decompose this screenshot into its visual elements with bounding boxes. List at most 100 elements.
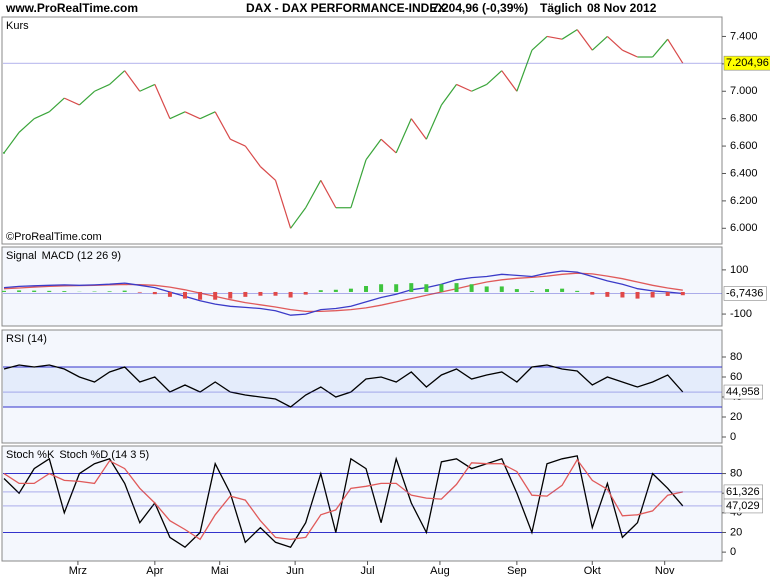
site-name: www.ProRealTime.com	[5, 1, 138, 15]
price-segment	[456, 83, 472, 92]
histogram-bar	[590, 291, 595, 295]
histogram-bar	[2, 290, 6, 292]
histogram-bar	[198, 291, 203, 300]
price-segment	[139, 83, 156, 92]
price-segment	[64, 97, 80, 106]
series-line	[3, 455, 684, 549]
price-segment	[425, 104, 442, 140]
chart-title: DAX - DAX PERFORMANCE-INDEX	[246, 1, 445, 15]
panel	[1, 246, 723, 327]
histogram-bar	[439, 284, 444, 292]
histogram-bar	[424, 284, 429, 292]
histogram-bar	[348, 288, 353, 292]
histogram-bar	[560, 288, 565, 292]
x-tick-label: Mrz	[69, 565, 87, 577]
watermark: ©ProRealTime.com	[6, 231, 102, 243]
histogram-bar	[409, 283, 414, 292]
price-segment	[169, 111, 186, 120]
y-tick-label: 80	[730, 351, 742, 363]
histogram-bar	[575, 290, 580, 292]
series-line	[3, 458, 683, 541]
histogram-bar	[107, 291, 112, 292]
x-tick-label: Nov	[655, 565, 675, 577]
histogram-bar	[32, 290, 37, 292]
histogram-bar	[650, 291, 655, 298]
price-segment	[3, 132, 20, 154]
x-tick-label: Sep	[507, 565, 527, 577]
price-segment	[350, 159, 367, 208]
last-value-box	[723, 384, 763, 400]
histogram-bar	[620, 291, 625, 298]
histogram-bar	[379, 284, 384, 292]
y-tick-label: 0	[730, 546, 736, 558]
price-segment	[380, 138, 397, 154]
histogram-bar	[152, 291, 157, 295]
price-segment	[230, 138, 246, 147]
price-segment	[109, 70, 126, 85]
price-segment	[410, 118, 427, 140]
price-segment	[124, 70, 141, 92]
series-line	[3, 364, 684, 408]
histogram-bar	[545, 289, 550, 292]
date: 08 Nov 2012	[587, 1, 657, 15]
series-line	[3, 270, 683, 316]
y-tick-label: 6.800	[730, 113, 758, 125]
price-segment	[652, 38, 669, 58]
last-value-label: 44,958	[726, 386, 760, 398]
legend-entry: Stoch %K	[6, 449, 55, 461]
histogram-bar	[469, 284, 474, 292]
last-value-label: 7.204,96	[726, 57, 769, 69]
y-tick-label: -100	[730, 308, 752, 320]
x-tick-label: Mai	[211, 565, 229, 577]
series-line	[3, 272, 683, 313]
y-tick-label: 60	[730, 371, 742, 383]
price-segment	[546, 35, 563, 40]
price-segment	[486, 70, 503, 85]
y-tick-label: 100	[730, 264, 748, 276]
histogram-bar	[303, 291, 308, 295]
price-segment	[18, 118, 35, 133]
histogram-bar	[454, 283, 459, 292]
histogram-bar	[273, 291, 278, 296]
panel	[1, 445, 723, 562]
price-segment	[365, 138, 382, 161]
y-tick-label: 0	[730, 431, 736, 443]
histogram-bar	[665, 291, 670, 296]
y-tick-label: 6.200	[730, 195, 758, 207]
price-segment	[440, 84, 458, 106]
last-value-box	[723, 484, 763, 500]
price-segment	[606, 36, 623, 51]
price-segment	[516, 49, 533, 92]
histogram-bar	[499, 286, 504, 292]
y-tick-label: 6.600	[730, 140, 758, 152]
price-segment	[305, 180, 322, 209]
price-segment	[320, 180, 337, 209]
panel	[1, 16, 723, 245]
price-segment	[48, 97, 65, 113]
last-value-box	[723, 55, 770, 71]
x-tick-label: Apr	[146, 565, 163, 577]
price-segment	[576, 29, 593, 51]
price-segment	[667, 38, 684, 64]
x-tick-label: Aug	[430, 565, 450, 577]
histogram-bar	[484, 286, 489, 292]
price-segment	[94, 83, 110, 92]
histogram-bar	[213, 291, 218, 300]
histogram-bar	[122, 290, 127, 292]
price-segment	[501, 70, 518, 92]
histogram-bar	[62, 291, 67, 292]
histogram-bar	[529, 291, 534, 292]
histogram-bar	[137, 291, 142, 293]
legend-entry: Stoch %D (14 3 5)	[59, 449, 149, 461]
histogram-bar	[680, 291, 685, 296]
price-segment	[274, 180, 292, 229]
legend-entry: Kurs	[6, 20, 29, 32]
price-segment	[531, 36, 548, 51]
y-tick-label: 6.400	[730, 167, 758, 179]
histogram-bar	[318, 290, 323, 292]
quote: 7.204,96 (-0,39%)	[432, 1, 528, 15]
histogram-bar	[167, 291, 172, 297]
histogram-bar	[183, 291, 188, 299]
histogram-bar	[333, 289, 338, 292]
price-segment	[214, 111, 231, 140]
